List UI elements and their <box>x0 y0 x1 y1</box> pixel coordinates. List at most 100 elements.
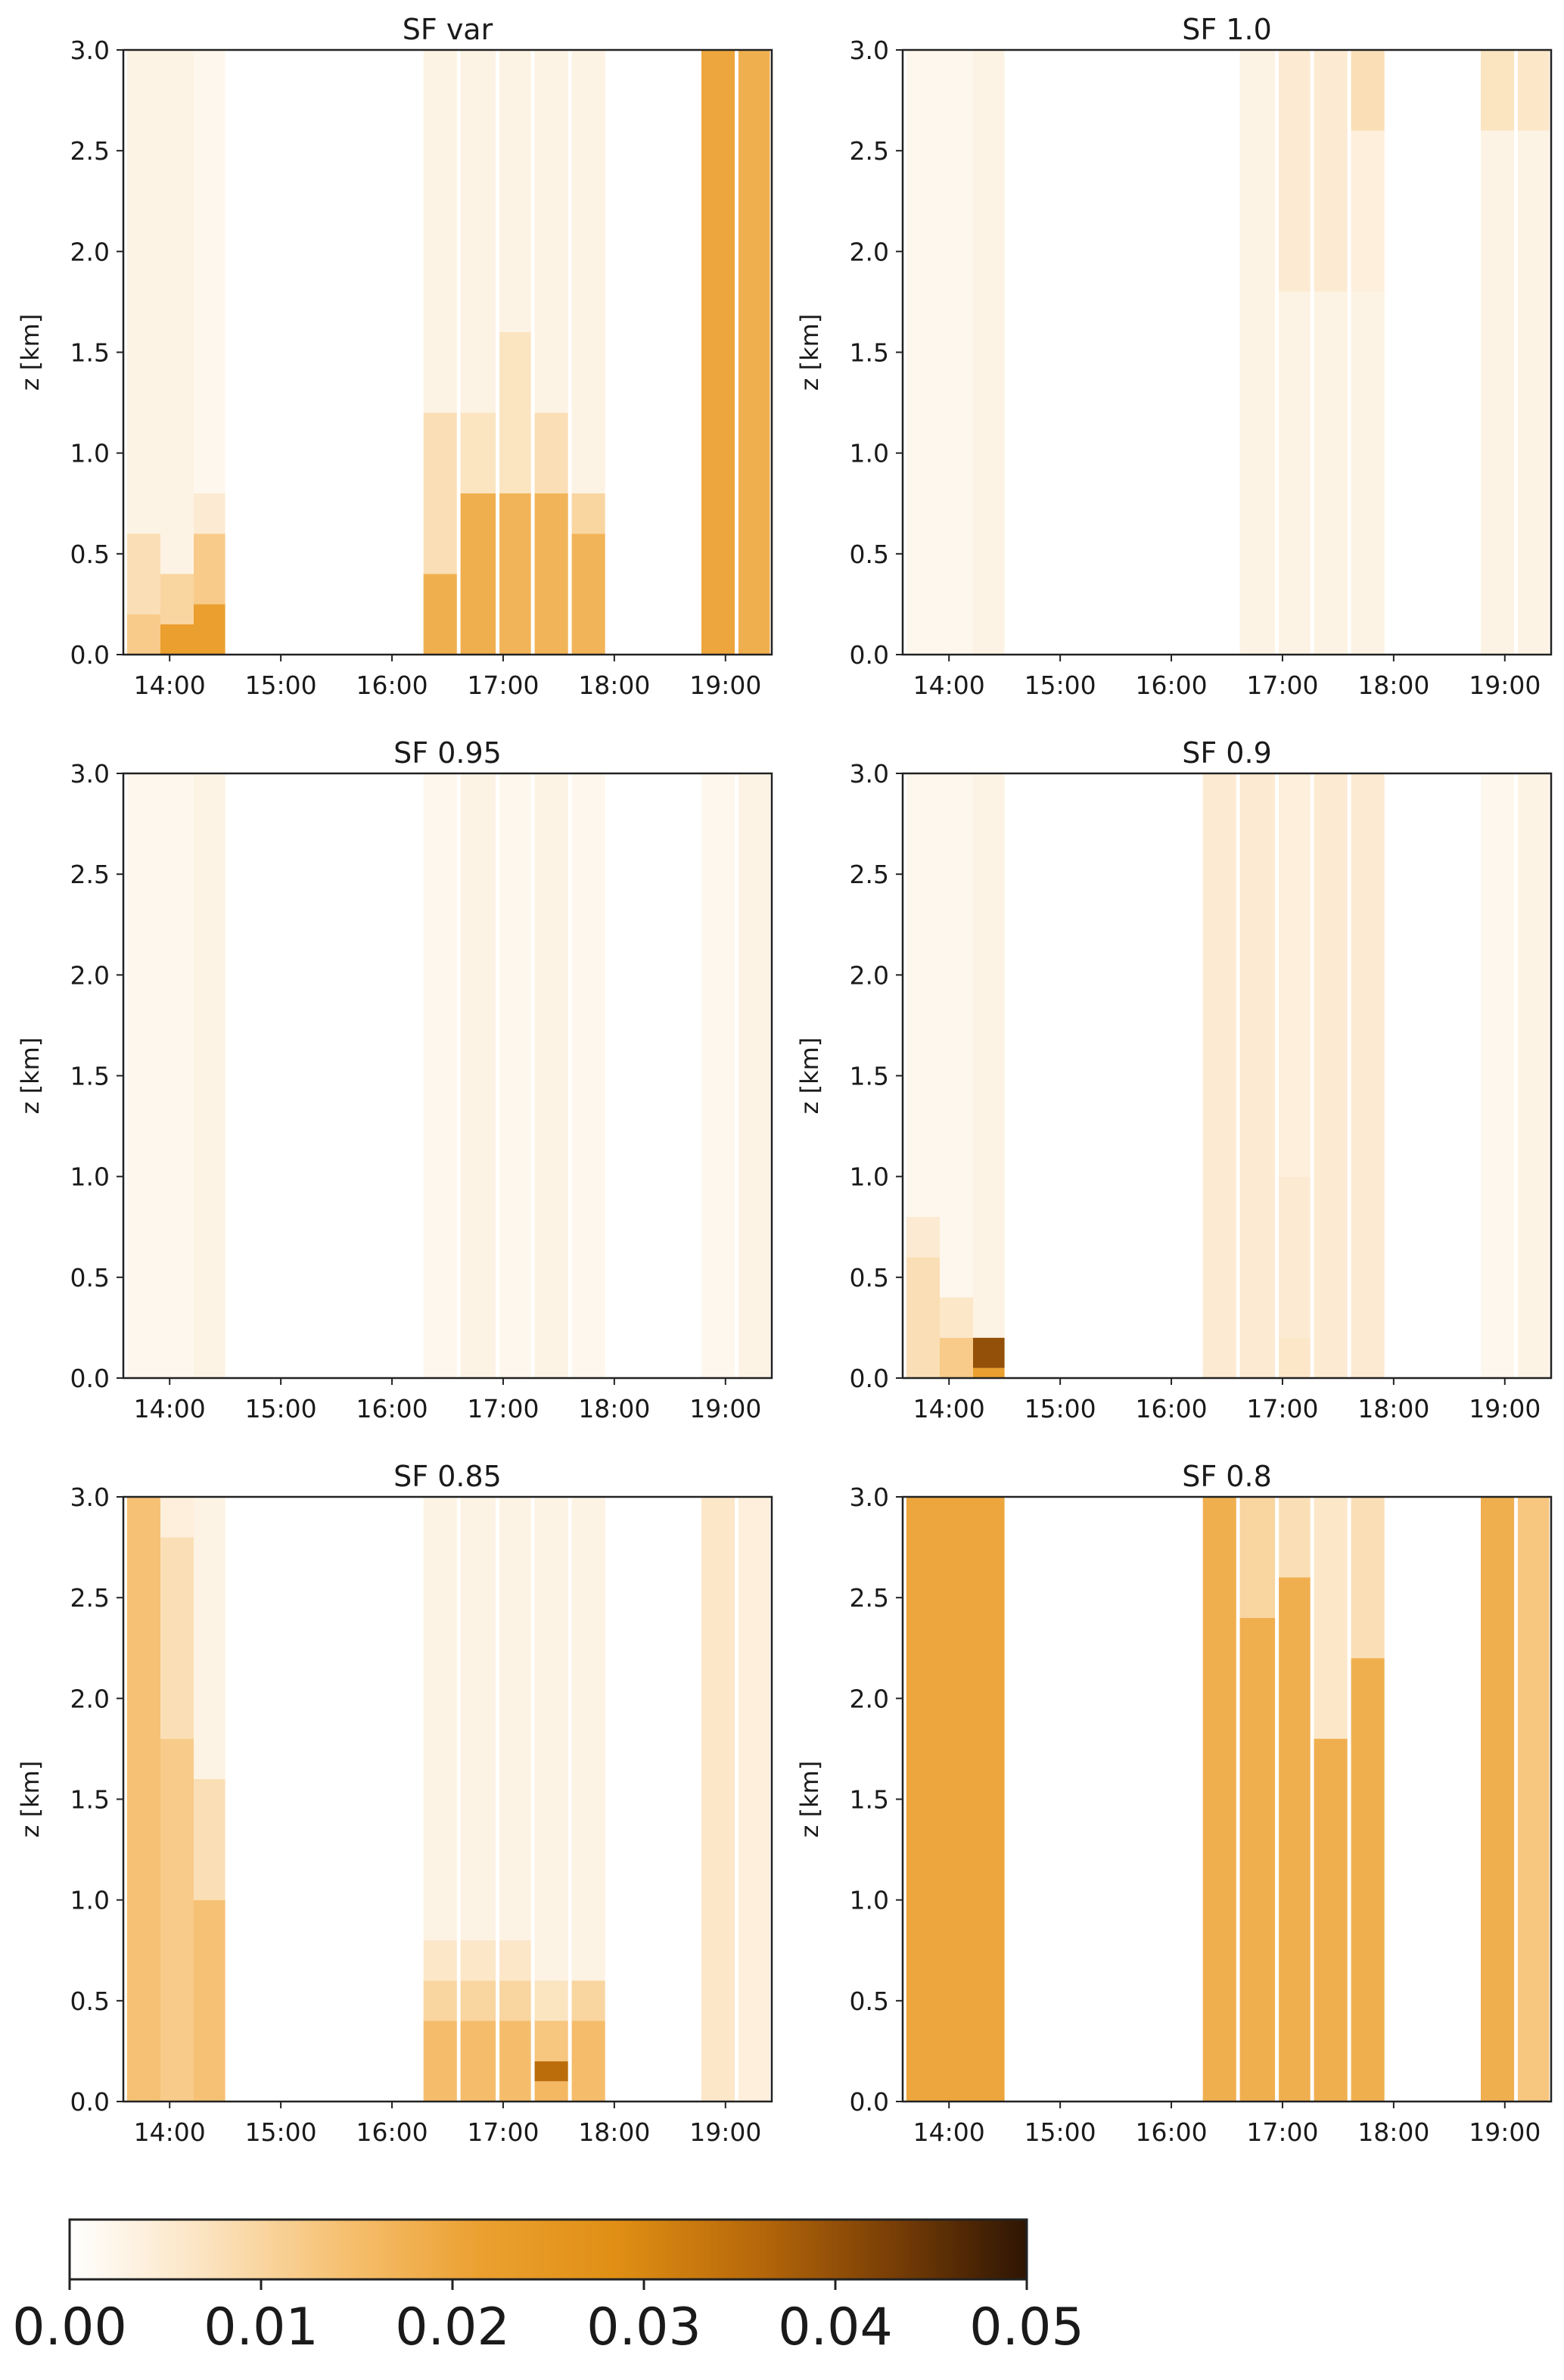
x-tick-label: 17:00 <box>1246 2117 1318 2147</box>
heatmap-cell <box>1481 130 1515 655</box>
y-tick-label: 0.0 <box>70 1364 110 1393</box>
heatmap-cell <box>194 50 225 493</box>
heatmap-cell <box>194 534 225 605</box>
heatmap-cell <box>460 1980 496 2021</box>
x-tick-label: 16:00 <box>356 1394 428 1423</box>
heatmap-cell <box>738 50 770 655</box>
heatmap-cell <box>1351 291 1385 655</box>
subplot-3: SF 0.95 z [km] 0.0 0.5 1.0 1.5 2.0 2.5 3.0 14:00 1… <box>16 736 773 1423</box>
y-tick-label: 1.5 <box>850 338 889 368</box>
heatmap-cell <box>571 1497 605 1981</box>
y-axis-label: z [km] <box>795 314 824 391</box>
heatmap-cell <box>423 412 457 574</box>
x-tick-label: 14:00 <box>913 670 985 700</box>
heatmap-cell <box>1279 50 1311 292</box>
heatmap-cell <box>126 614 160 655</box>
heatmap-cell <box>1314 50 1348 292</box>
heatmap-cell <box>499 773 531 1378</box>
heatmap-cell <box>906 773 940 1217</box>
subplot-title: SF 0.8 <box>1182 1460 1272 1493</box>
heatmap-cell <box>160 1497 194 1538</box>
heatmap-cell <box>571 534 605 655</box>
y-tick-label: 2.0 <box>70 1684 110 1713</box>
x-tick-label: 17:00 <box>1246 1394 1318 1423</box>
x-tick-label: 19:00 <box>1469 2117 1541 2147</box>
y-tick-label: 3.0 <box>70 1482 110 1512</box>
y-axis-label: z [km] <box>16 1761 45 1838</box>
heatmap-cell <box>126 50 160 534</box>
heatmap-cell <box>1314 773 1348 1378</box>
colorbar-tick-label: 0.00 <box>12 2298 126 2357</box>
heatmap-cell <box>194 1497 225 1779</box>
heatmap-cell <box>499 2021 531 2102</box>
subplot-1: SF var z [km] 0.0 0.5 1.0 1.5 2.0 2.5 3.0 14:00 15… <box>16 13 773 700</box>
y-tick-label: 1.0 <box>850 1886 889 1915</box>
colorbar-gradient <box>68 2218 1028 2281</box>
y-axis-label: z [km] <box>795 1761 824 1838</box>
x-tick-label: 14:00 <box>134 1394 206 1423</box>
heatmap-cell <box>499 1497 531 1940</box>
heatmap-cell <box>126 773 160 1378</box>
heatmap-cell <box>423 1940 457 1981</box>
heatmap-cell <box>1314 1497 1348 1739</box>
heatmap-cell <box>973 773 1005 1338</box>
x-tick-label: 18:00 <box>1357 2117 1429 2147</box>
heatmap-cell <box>1351 1658 1385 2102</box>
heatmap-cell <box>906 1216 940 1258</box>
colorbar: 0.00 0.01 0.02 0.03 0.04 0.05 <box>12 2218 1084 2357</box>
heatmap-cells <box>906 1497 1550 2102</box>
subplot-5: SF 0.85 z [km] 0.0 0.5 1.0 1.5 2.0 2.5 3.0 14:00 1… <box>16 1460 773 2147</box>
heatmap-cell <box>1279 291 1311 655</box>
heatmap-cell <box>1279 773 1311 1177</box>
heatmap-cell <box>534 1980 568 2021</box>
y-tick-label: 3.0 <box>70 759 110 789</box>
x-tick-label: 19:00 <box>1469 670 1541 700</box>
subplot-title: SF 0.95 <box>393 736 502 770</box>
x-tick-label: 15:00 <box>245 1394 317 1423</box>
y-tick-label: 3.0 <box>850 36 889 65</box>
y-tick-label: 0.5 <box>70 1986 110 2016</box>
heatmap-cell <box>1517 1497 1550 2102</box>
heatmap-cell <box>460 50 496 413</box>
y-tick-label: 1.5 <box>850 1062 889 1091</box>
y-tick-label: 3.0 <box>850 1482 889 1512</box>
heatmap-cell <box>499 331 531 493</box>
y-tick-label: 0.5 <box>850 1986 889 2016</box>
x-tick-label: 14:00 <box>913 1394 985 1423</box>
x-tick-label: 16:00 <box>356 670 428 700</box>
y-tick-label: 1.0 <box>70 1886 110 1915</box>
y-tick-label: 3.0 <box>70 36 110 65</box>
x-tick-label: 17:00 <box>467 670 539 700</box>
heatmap-cell <box>1351 50 1385 131</box>
colorbar-tick-label: 0.01 <box>204 2298 318 2357</box>
y-tick-label: 1.0 <box>850 1162 889 1192</box>
x-tick-label: 15:00 <box>1025 2117 1096 2147</box>
heatmap-cell <box>194 1778 225 1900</box>
heatmap-cells <box>126 50 770 655</box>
heatmap-cell <box>160 1537 194 1739</box>
heatmap-cell <box>571 1980 605 2021</box>
heatmap-cell <box>1517 773 1550 1378</box>
heatmap-cell <box>1314 1738 1348 2102</box>
heatmap-cell <box>534 773 568 1378</box>
x-tick-label: 15:00 <box>1025 1394 1096 1423</box>
heatmap-cell <box>423 773 457 1378</box>
x-tick-label: 18:00 <box>578 1394 650 1423</box>
heatmap-cell <box>1202 773 1236 1378</box>
y-tick-label: 1.5 <box>70 338 110 368</box>
y-tick-label: 0.0 <box>850 640 889 670</box>
heatmap-cell <box>1279 1577 1311 2102</box>
heatmap-cell <box>571 773 605 1378</box>
heatmap-cell <box>460 1497 496 1940</box>
heatmap-cell <box>534 493 568 655</box>
x-tick-label: 16:00 <box>1135 2117 1207 2147</box>
heatmap-cell <box>460 412 496 493</box>
y-tick-label: 3.0 <box>850 759 889 789</box>
heatmap-cell <box>194 1899 225 2102</box>
heatmap-cell <box>701 773 735 1378</box>
heatmap-cell <box>1239 1497 1276 1618</box>
heatmap-cell <box>534 1497 568 1981</box>
subplot-title: SF 1.0 <box>1182 13 1272 46</box>
heatmap-cell <box>906 50 940 655</box>
heatmap-cell <box>534 412 568 493</box>
